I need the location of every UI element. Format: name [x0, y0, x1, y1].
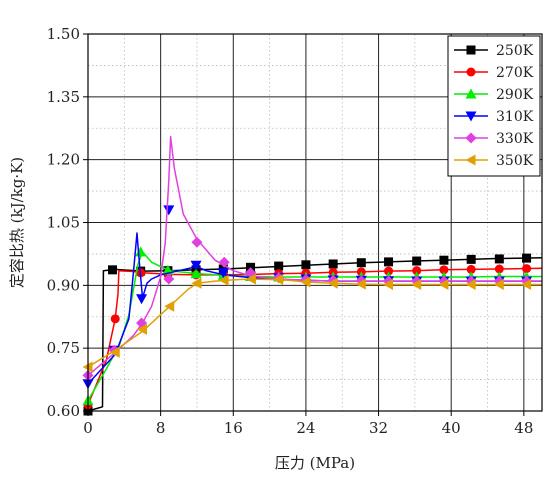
legend-label-350K: 350K: [496, 153, 534, 169]
data-point-350K: [521, 278, 532, 290]
legend-label-270K: 270K: [496, 65, 534, 81]
data-point-350K: [438, 278, 449, 290]
data-point-310K: [190, 260, 202, 271]
data-point-350K: [245, 273, 256, 285]
legend-marker-290K: [465, 88, 477, 99]
data-point-270K: [384, 266, 394, 276]
tick-labels: 0 8 16 24 32 40 48 0.60 0.75 0.90 1.05 1.20 1.35 1.50: [47, 25, 534, 437]
legend-marker-310K: [465, 111, 477, 122]
data-point-250K: [301, 260, 311, 270]
data-point-250K: [412, 256, 422, 266]
data-point-350K: [218, 274, 229, 286]
data-point-270K: [412, 266, 422, 276]
data-point-310K: [163, 205, 175, 216]
data-point-350K: [383, 278, 394, 290]
data-point-350K: [355, 278, 366, 290]
y-tick-label: 1.35: [47, 88, 80, 106]
legend-marker-350K: [465, 154, 476, 166]
data-point-350K: [109, 346, 120, 358]
data-point-350K: [191, 277, 202, 289]
data-point-250K: [274, 261, 284, 271]
data-point-350K: [164, 300, 175, 312]
legend-label-290K: 290K: [496, 87, 534, 103]
data-point-330K: [245, 267, 257, 279]
data-point-350K: [465, 278, 476, 290]
series-line-290K: [87, 251, 542, 401]
series-310K: [82, 205, 542, 390]
legend-label-310K: 310K: [496, 109, 534, 125]
legend-marker-250K: [466, 45, 476, 55]
series-line-350K: [87, 278, 542, 368]
legend: 250K 270K 290K 310K 330K 350K: [447, 35, 541, 177]
legend-marker-330K: [465, 132, 477, 144]
data-point-250K: [439, 255, 449, 265]
data-point-250K: [466, 254, 476, 264]
x-tick-label: 24: [296, 419, 315, 437]
data-point-270K: [466, 264, 476, 274]
data-point-330K: [191, 236, 203, 248]
data-point-290K: [190, 268, 202, 279]
series-350K: [82, 273, 542, 373]
data-point-250K: [522, 253, 532, 263]
y-tick-label: 0.90: [47, 276, 80, 294]
data-point-270K: [522, 264, 532, 274]
data-point-350K: [300, 276, 311, 288]
y-tick-label: 1.05: [47, 214, 80, 232]
x-tick-label: 32: [369, 419, 388, 437]
data-point-350K: [136, 323, 147, 335]
data-point-350K: [493, 278, 504, 290]
data-point-330K: [163, 273, 175, 285]
data-point-310K: [217, 268, 229, 279]
legend-label-250K: 250K: [496, 43, 534, 59]
data-point-310K: [136, 294, 148, 305]
data-point-250K: [494, 254, 504, 264]
data-point-350K: [411, 278, 422, 290]
data-point-270K: [110, 314, 120, 324]
y-tick-label: 0.75: [47, 339, 80, 357]
data-point-250K: [108, 265, 118, 275]
series-line-250K: [87, 256, 543, 412]
tick-marks: [83, 33, 525, 416]
data-point-250K: [356, 258, 366, 268]
x-tick-label: 16: [224, 419, 243, 437]
data-point-330K: [218, 256, 230, 268]
x-tick-label: 8: [156, 419, 166, 437]
y-axis-title: 定容比热 (kJ/kg·K): [8, 157, 26, 288]
data-point-290K: [135, 246, 147, 257]
series-line-270K: [87, 267, 543, 405]
x-tick-label: 0: [83, 419, 93, 437]
y-tick-label: 1.50: [47, 25, 80, 43]
legend-box: [447, 35, 541, 177]
x-tick-label: 40: [442, 419, 461, 437]
series-layer: [82, 135, 543, 416]
data-point-350K: [273, 273, 284, 285]
x-axis-title: 压力 (MPa): [275, 454, 355, 472]
data-point-350K: [327, 277, 338, 289]
y-tick-label: 0.60: [47, 402, 80, 420]
data-point-270K: [439, 265, 449, 275]
data-point-270K: [494, 264, 504, 274]
data-point-250K: [384, 257, 394, 267]
data-point-250K: [328, 259, 338, 269]
x-tick-label: 48: [514, 419, 533, 437]
legend-label-330K: 330K: [496, 131, 534, 147]
y-tick-label: 1.20: [47, 151, 80, 169]
legend-marker-270K: [466, 67, 476, 77]
